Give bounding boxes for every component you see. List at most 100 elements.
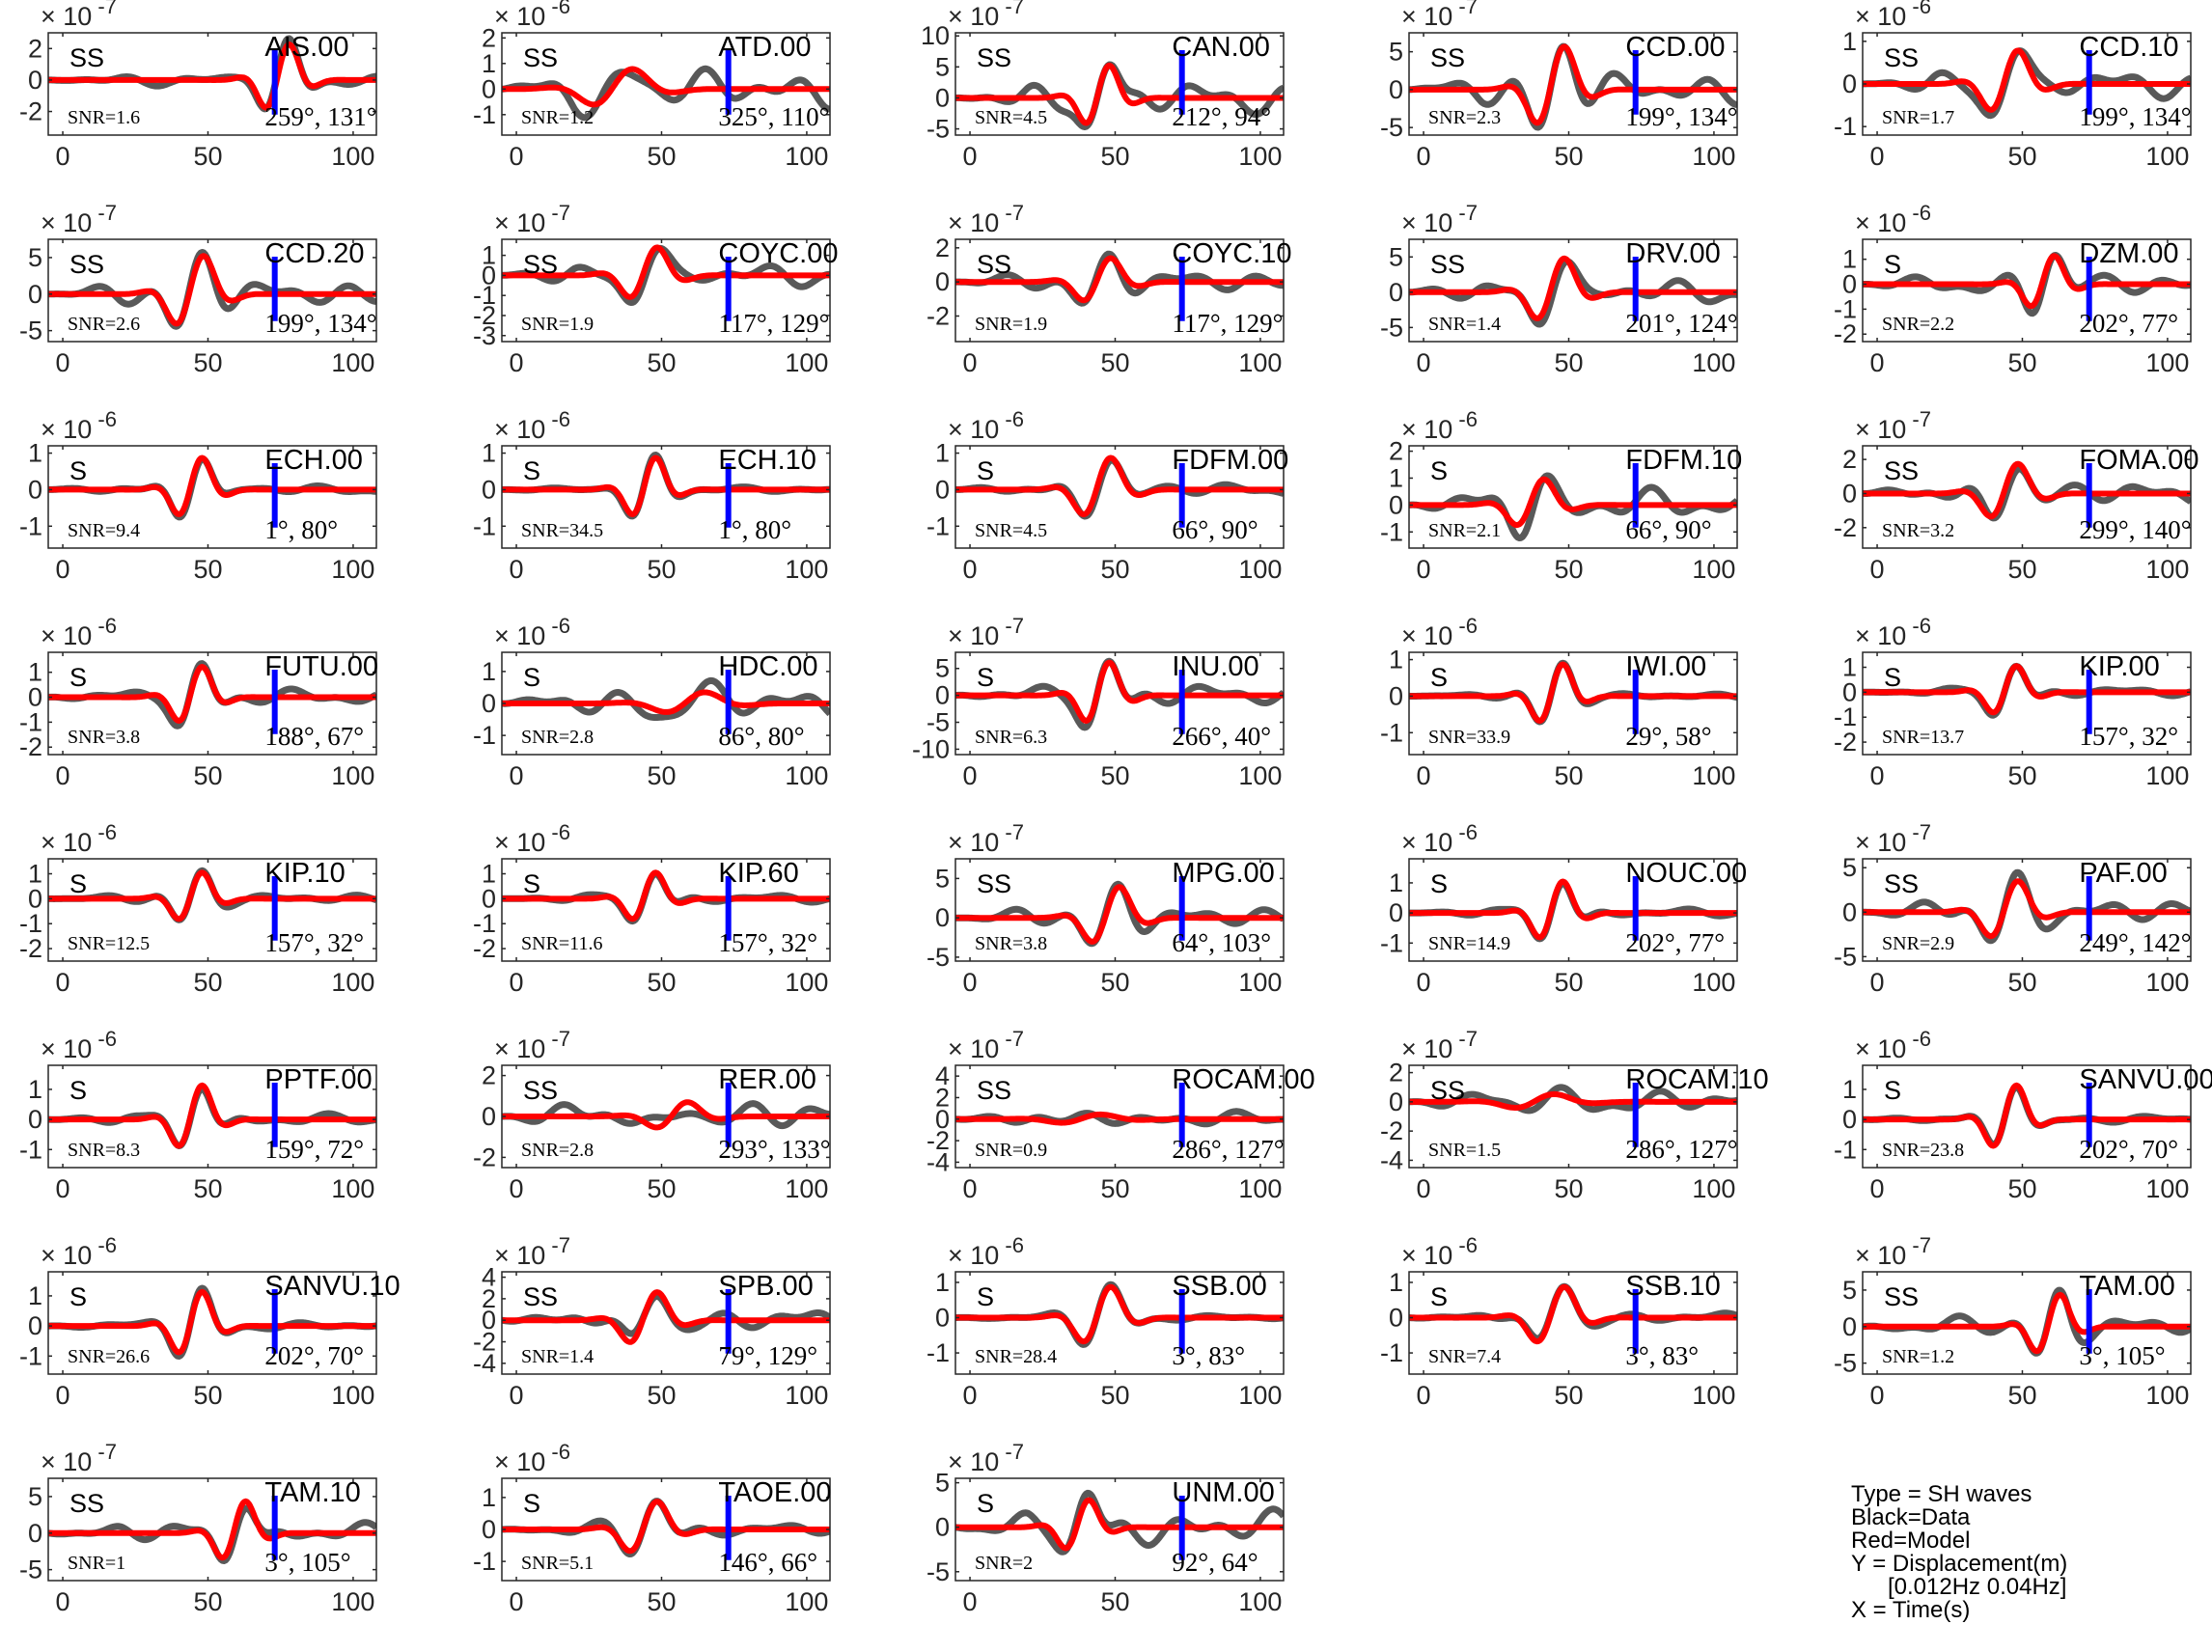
model-trace xyxy=(1863,1291,2191,1355)
axes-box xyxy=(47,858,377,962)
angles-label: 79°, 129° xyxy=(718,1341,817,1370)
y-exponent: × 10 -7 xyxy=(1855,820,1931,857)
y-tick-label: -1 xyxy=(1380,928,1403,957)
y-exponent: × 10 -7 xyxy=(41,201,117,237)
panel-ccd-00: 0 50 100 -5 0 5 × 10 -7 SS CCD.00 SNR=2.3 199°, 13… xyxy=(1380,0,1738,171)
angles-label: 199°, 134° xyxy=(2079,102,2191,131)
y-exponent: × 10 -7 xyxy=(494,1233,570,1270)
axes-box xyxy=(954,445,1285,549)
x-tick-label: 0 xyxy=(56,968,70,997)
y-tick-label: -1 xyxy=(1834,112,1857,141)
y-tick-label: -1 xyxy=(473,281,496,310)
x-tick-label: 0 xyxy=(1417,1381,1431,1410)
model-trace xyxy=(48,1082,376,1149)
y-tick-label: 0 xyxy=(935,83,950,112)
y-tick-label: -5 xyxy=(926,943,950,972)
x-tick-label: 50 xyxy=(1554,1381,1583,1410)
x-tick-label: 100 xyxy=(785,1174,828,1203)
station-label: CCD.10 xyxy=(2079,32,2178,63)
angles-label: 64°, 103° xyxy=(1172,928,1271,957)
angles-label: 3°, 105° xyxy=(264,1548,350,1577)
y-tick-label: 5 xyxy=(1389,38,1403,67)
angles-label: 199°, 134° xyxy=(1625,102,1737,131)
y-tick-label: -5 xyxy=(19,1556,42,1584)
angles-label: 325°, 110° xyxy=(718,102,829,131)
angles-label: 157°, 32° xyxy=(2079,722,2178,751)
y-exponent: × 10 -7 xyxy=(1855,407,1931,444)
x-tick-label: 0 xyxy=(1417,761,1431,790)
model-trace xyxy=(48,1288,376,1356)
x-tick-label: 100 xyxy=(2145,1381,2189,1410)
figure-legend: Type = SH waves Black=Data Red=Model Y =… xyxy=(1851,1481,2067,1623)
y-tick-label: 1 xyxy=(482,49,496,78)
x-tick-label: 50 xyxy=(2007,142,2036,171)
phase-label: S xyxy=(1430,663,1448,692)
panel-ssb-00: 0 50 100 -1 0 1× 10 -6 S SSB.00 SNR=28.4 3°, 83° xyxy=(926,1233,1285,1410)
model-trace xyxy=(1409,661,1737,724)
y-exponent: × 10 -7 xyxy=(948,1440,1024,1476)
model-trace xyxy=(1863,878,2191,940)
y-tick-label: 0 xyxy=(482,1515,496,1544)
angles-label: 117°, 129° xyxy=(1172,309,1283,338)
y-tick-label: 0 xyxy=(935,267,950,296)
x-tick-label: 50 xyxy=(193,1587,222,1616)
angles-label: 259°, 131° xyxy=(264,102,376,131)
x-tick-label: 0 xyxy=(1870,348,1885,377)
x-tick-label: 50 xyxy=(1554,555,1583,584)
y-tick-label: 1 xyxy=(1842,27,1857,56)
y-tick-label: 0 xyxy=(935,903,950,932)
phase-label: SS xyxy=(523,43,558,72)
y-tick-label: -4 xyxy=(926,1147,950,1176)
angles-label: 286°, 127° xyxy=(1172,1135,1284,1164)
x-tick-label: 0 xyxy=(1417,555,1431,584)
panel-iwi-00: 0 50 100 -1 0 1× 10 -6 S IWI.00 SNR=33.9 29°, 58° xyxy=(1380,614,1738,790)
station-label: INU.00 xyxy=(1172,651,1258,682)
phase-label: S xyxy=(1430,869,1448,898)
axes-box xyxy=(1408,858,1738,962)
y-tick-label: 0 xyxy=(482,689,496,718)
x-tick-label: 50 xyxy=(2007,555,2036,584)
axes-box xyxy=(1408,238,1738,343)
x-tick-label: 0 xyxy=(510,555,524,584)
snr-label: SNR=1.2 xyxy=(521,107,594,128)
x-tick-label: 0 xyxy=(510,1174,524,1203)
x-tick-label: 0 xyxy=(56,761,70,790)
x-tick-label: 100 xyxy=(331,555,374,584)
station-label: NOUC.00 xyxy=(1625,858,1747,889)
x-tick-label: 100 xyxy=(1692,968,1735,997)
x-tick-label: 0 xyxy=(510,1381,524,1410)
x-tick-label: 100 xyxy=(785,142,828,171)
angles-label: 249°, 142° xyxy=(2079,928,2191,957)
axes-box xyxy=(1862,651,2192,756)
y-tick-label: -2 xyxy=(473,1143,496,1171)
x-tick-label: 100 xyxy=(1238,1587,1282,1616)
x-tick-label: 100 xyxy=(785,761,828,790)
y-exponent: × 10 -7 xyxy=(948,201,1024,237)
panel-hdc-00: 0 50 100 -1 0 1 × 10 -6 S HDC.00 SNR=2.8 86°, 80° xyxy=(473,614,831,790)
axes-box xyxy=(47,1271,377,1375)
model-trace xyxy=(955,62,1284,126)
panel-traces xyxy=(1863,460,2191,522)
station-label: ROCAM.00 xyxy=(1172,1064,1314,1095)
phase-label: S xyxy=(977,1489,994,1518)
station-label: PAF.00 xyxy=(2079,858,2167,889)
x-tick-label: 0 xyxy=(1870,1174,1885,1203)
angles-label: 86°, 80° xyxy=(718,722,804,751)
y-tick-label: 1 xyxy=(482,657,496,686)
y-tick-label: 10 xyxy=(921,21,950,50)
axes-box xyxy=(501,32,831,136)
model-trace xyxy=(1863,253,2191,310)
angles-label: 3°, 83° xyxy=(1625,1341,1699,1370)
snr-label: SNR=1.9 xyxy=(975,314,1047,335)
panel-traces xyxy=(502,1289,830,1345)
station-label: ECH.00 xyxy=(264,445,363,476)
y-tick-label: 1 xyxy=(28,1075,42,1104)
y-exponent: × 10 -7 xyxy=(948,0,1024,31)
snr-label: SNR=1.4 xyxy=(521,1346,594,1367)
angles-label: 202°, 77° xyxy=(1625,928,1725,957)
y-exponent: × 10 -6 xyxy=(1855,614,1931,650)
legend-type: Type = SH waves xyxy=(1851,1481,2032,1507)
